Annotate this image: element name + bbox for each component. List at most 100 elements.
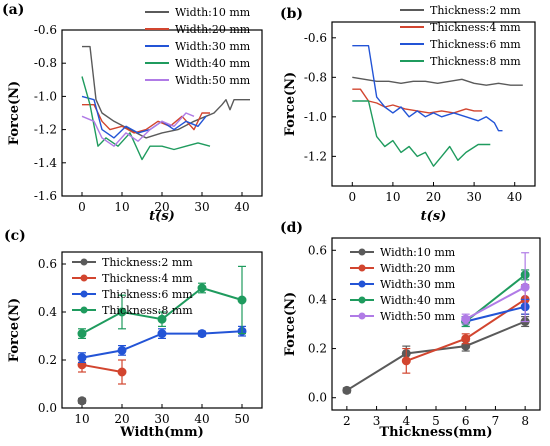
legend-marker bbox=[358, 248, 366, 256]
legend-entry: Width:30 mm bbox=[175, 40, 251, 53]
x-tick-label: 20 bbox=[154, 200, 169, 214]
legend-entry: Thickness:2 mm bbox=[102, 256, 193, 269]
series-1 bbox=[82, 45, 250, 139]
x-tick-label: 20 bbox=[114, 412, 129, 426]
legend-entry: Thickness:4 mm bbox=[430, 21, 521, 34]
series-1 bbox=[342, 316, 530, 395]
panel-label: (c) bbox=[4, 228, 26, 244]
series-line bbox=[352, 88, 483, 114]
series-line bbox=[82, 45, 250, 139]
data-point bbox=[77, 329, 87, 339]
panel-label: (d) bbox=[280, 220, 303, 236]
x-tick-label: 8 bbox=[521, 414, 529, 428]
series-line bbox=[465, 286, 526, 320]
y-tick-label: 0.0 bbox=[38, 401, 57, 415]
legend-entry: Width:20 mm bbox=[175, 23, 251, 36]
y-tick-label: -0.6 bbox=[304, 31, 327, 45]
series-line bbox=[82, 103, 210, 134]
series-line bbox=[81, 95, 207, 139]
legend-marker bbox=[358, 296, 366, 304]
x-tick-label: 30 bbox=[154, 412, 169, 426]
x-axis-label: Width(mm) bbox=[119, 425, 204, 440]
series-5 bbox=[461, 252, 530, 325]
legend-entry: Width:10 mm bbox=[175, 6, 251, 19]
series-2 bbox=[77, 357, 127, 385]
series-1 bbox=[77, 396, 87, 406]
data-point bbox=[401, 356, 411, 366]
y-tick-label: -1.2 bbox=[304, 149, 327, 163]
data-point bbox=[197, 329, 207, 339]
legend-entry: Thickness:4 mm bbox=[102, 272, 193, 285]
legend-entry: Width:10 mm bbox=[380, 246, 456, 259]
legend-entry: Thickness:8 mm bbox=[430, 55, 521, 68]
data-point bbox=[342, 385, 352, 395]
x-tick-label: 6 bbox=[462, 414, 470, 428]
x-tick-label: 4 bbox=[402, 414, 410, 428]
x-tick-label: 30 bbox=[466, 190, 481, 204]
x-tick-label: 3 bbox=[373, 414, 381, 428]
y-tick-label: -0.8 bbox=[34, 56, 57, 70]
legend-entry: Thickness:8 mm bbox=[102, 304, 193, 317]
x-tick-label: 20 bbox=[426, 190, 441, 204]
panel-label: (b) bbox=[280, 6, 303, 22]
legend-entry: Width:50 mm bbox=[175, 74, 251, 87]
series-2 bbox=[352, 88, 483, 114]
legend-entry: Thickness:2 mm bbox=[430, 4, 521, 17]
series-line bbox=[81, 76, 211, 161]
legend-marker bbox=[80, 290, 88, 298]
series-line bbox=[81, 363, 123, 373]
legend-marker bbox=[358, 280, 366, 288]
data-point bbox=[77, 396, 87, 406]
y-axis-label: Force(N) bbox=[7, 81, 22, 145]
legend-marker bbox=[80, 274, 88, 282]
x-tick-label: 10 bbox=[114, 200, 129, 214]
x-axis-label: Thickness(mm) bbox=[379, 425, 492, 440]
y-tick-label: 0.4 bbox=[308, 292, 327, 306]
panel-1: 0 10 20 30 40 -1.6 -1.4 -1.2 -1.0 -0.8 -0.6 (a) Forc… bbox=[2, 2, 263, 224]
y-tick-label: 0.2 bbox=[38, 353, 57, 367]
data-point bbox=[237, 295, 247, 305]
y-tick-label: 0.0 bbox=[308, 391, 327, 405]
series-3 bbox=[352, 45, 503, 132]
legend-marker bbox=[358, 264, 366, 272]
x-tick-label: 10 bbox=[385, 190, 400, 204]
series-line bbox=[81, 112, 195, 147]
series-4 bbox=[77, 265, 247, 339]
x-tick-label: 0 bbox=[348, 190, 356, 204]
y-tick-label: -0.6 bbox=[34, 23, 57, 37]
series-5 bbox=[81, 112, 195, 147]
y-tick-label: 0.6 bbox=[38, 257, 57, 271]
legend: Thickness:2 mm Thickness:4 mm Thickness:6 … bbox=[400, 4, 521, 68]
y-tick-label: -1.4 bbox=[34, 156, 58, 170]
panel-3: 10 20 30 40 50 0.0 0.2 0.4 0.6 (c) Force(N) Width(m… bbox=[4, 228, 263, 440]
series-2 bbox=[82, 103, 210, 134]
legend-marker bbox=[358, 312, 366, 320]
legend: Width:10 mm Width:20 mm Width:30 mm Width:4… bbox=[145, 6, 251, 87]
y-tick-label: 0.2 bbox=[308, 342, 327, 356]
x-tick-label: 40 bbox=[194, 412, 209, 426]
legend-entry: Thickness:6 mm bbox=[102, 288, 193, 301]
y-tick-label: -1.6 bbox=[34, 189, 57, 203]
y-tick-label: -1.2 bbox=[34, 123, 57, 137]
data-point bbox=[77, 353, 87, 363]
panel-2: 0 10 20 30 40 -1.2 -1.0 -0.8 -0.6(b) Force(N) t(s)… bbox=[280, 4, 536, 224]
legend-entry: Width:40 mm bbox=[175, 57, 251, 70]
panel-label: (a) bbox=[2, 2, 24, 18]
series-line bbox=[346, 320, 526, 392]
x-tick-label: 40 bbox=[234, 200, 249, 214]
x-axis-label: t(s) bbox=[149, 209, 175, 224]
y-axis-label: Force(N) bbox=[283, 72, 298, 136]
series-3 bbox=[77, 325, 247, 363]
data-point bbox=[157, 314, 167, 324]
x-tick-label: 5 bbox=[432, 414, 440, 428]
x-tick-label: 10 bbox=[74, 412, 89, 426]
series-line bbox=[352, 45, 503, 132]
y-tick-label: 0.4 bbox=[38, 305, 57, 319]
data-point bbox=[117, 307, 127, 317]
y-axis-label: Force(N) bbox=[283, 292, 298, 356]
series-4 bbox=[81, 76, 211, 161]
legend-entry: Width:30 mm bbox=[380, 278, 456, 291]
legend-entry: Width:40 mm bbox=[380, 294, 456, 307]
legend-marker bbox=[80, 306, 88, 314]
